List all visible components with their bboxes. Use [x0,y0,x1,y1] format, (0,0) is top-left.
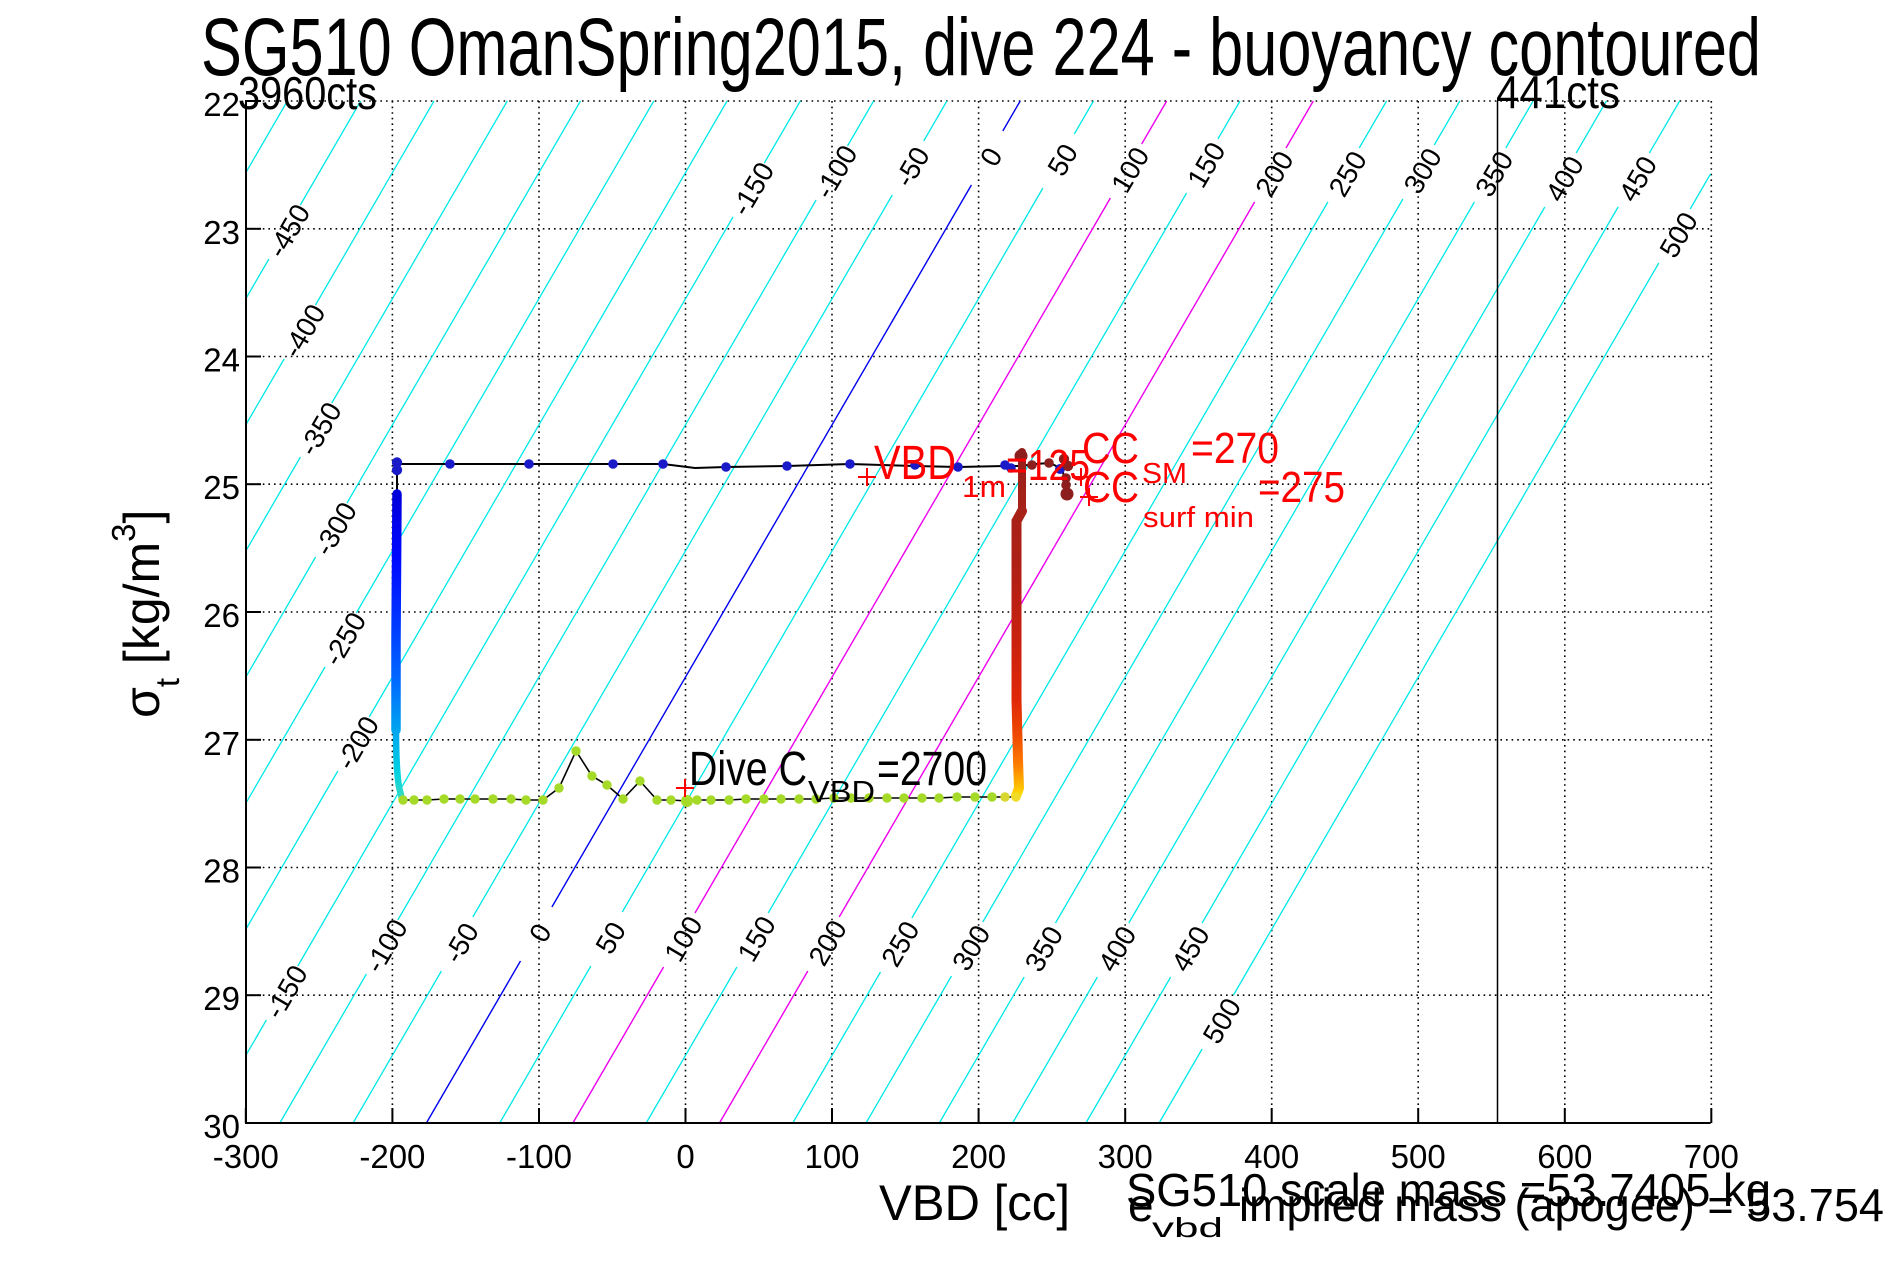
svg-text:-100: -100 [506,1138,572,1175]
svg-text:Dive C: Dive C [689,743,807,796]
svg-text:=2700: =2700 [877,743,987,796]
svg-text:SG510 OmanSpring2015, dive 224: SG510 OmanSpring2015, dive 224 - buoyanc… [201,2,1761,93]
svg-text:400: 400 [1244,1138,1299,1175]
svg-text:VBD: VBD [808,774,875,809]
svg-text:implied mass (apogee) = 53.754: implied mass (apogee) = 53.754 [1239,1179,1884,1231]
svg-text:23: 23 [203,214,240,251]
svg-text:-200: -200 [359,1138,425,1175]
svg-text:30: 30 [203,1108,240,1145]
svg-text:500: 500 [1391,1138,1446,1175]
svg-text:SM: SM [1142,458,1187,490]
svg-text:VBD: VBD [874,437,956,490]
svg-text:100: 100 [804,1138,859,1175]
svg-text:=270: =270 [1191,424,1279,473]
svg-text:700: 700 [1684,1138,1739,1175]
svg-text:28: 28 [203,853,240,890]
svg-text:24: 24 [203,342,240,379]
svg-text:-300: -300 [213,1138,279,1175]
svg-text:0: 0 [676,1138,694,1175]
svg-text:25: 25 [203,469,240,506]
svg-text:e: e [1128,1179,1154,1231]
svg-text:27: 27 [203,725,240,762]
svg-text:22: 22 [203,86,240,123]
svg-text:29: 29 [203,980,240,1017]
svg-text:=275: =275 [1258,463,1345,512]
svg-text:26: 26 [203,597,240,634]
svg-text:=125: =125 [1006,441,1090,490]
svg-text:200: 200 [951,1138,1006,1175]
svg-text:CC: CC [1082,424,1139,473]
svg-text:surf min: surf min [1143,502,1254,534]
svg-text:SG510 scale mass =53.7405 kg: SG510 scale mass =53.7405 kg [1126,1164,1771,1216]
svg-text:CC: CC [1083,463,1139,512]
svg-text:1m: 1m [962,469,1006,504]
svg-text:vbd: vbd [1152,1212,1223,1243]
svg-text:600: 600 [1537,1138,1592,1175]
svg-text:3960cts: 3960cts [238,67,377,119]
svg-text:441cts: 441cts [1496,66,1620,118]
svg-text:VBD [cc]: VBD [cc] [879,1175,1070,1231]
svg-text:300: 300 [1098,1138,1153,1175]
